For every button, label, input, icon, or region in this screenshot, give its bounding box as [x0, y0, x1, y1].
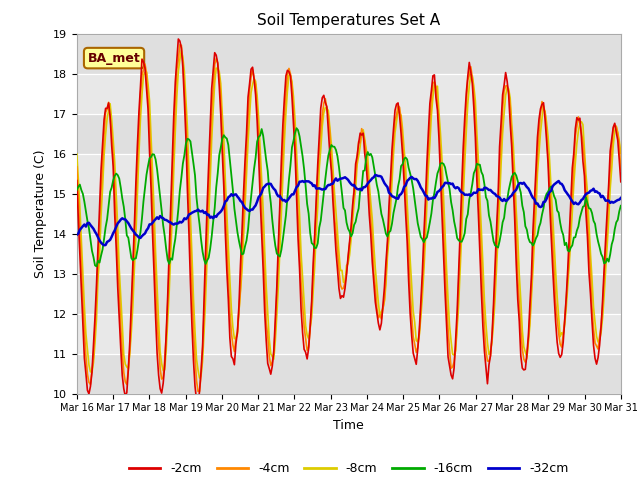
Bar: [77, 114, 621, 154]
Text: BA_met: BA_met: [88, 51, 140, 65]
Bar: [77, 354, 621, 394]
Bar: [77, 34, 621, 73]
Y-axis label: Soil Temperature (C): Soil Temperature (C): [35, 149, 47, 278]
Bar: [77, 274, 621, 313]
Legend: -2cm, -4cm, -8cm, -16cm, -32cm: -2cm, -4cm, -8cm, -16cm, -32cm: [124, 457, 573, 480]
Title: Soil Temperatures Set A: Soil Temperatures Set A: [257, 13, 440, 28]
Bar: [77, 193, 621, 234]
X-axis label: Time: Time: [333, 419, 364, 432]
